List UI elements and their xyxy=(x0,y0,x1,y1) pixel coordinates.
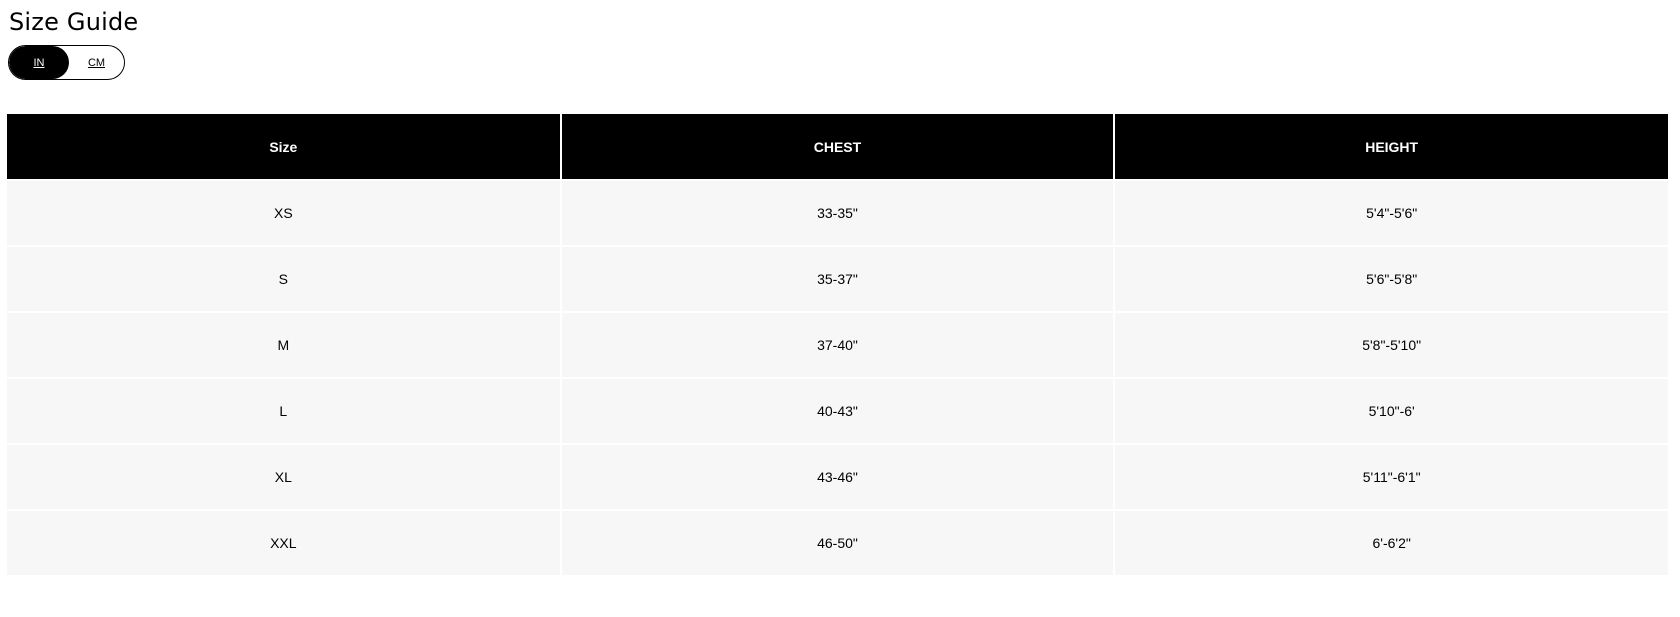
cell-size: XS xyxy=(7,179,561,246)
cell-height: 5'6"-5'8" xyxy=(1113,245,1668,312)
cell-chest: 35-37" xyxy=(559,245,1115,312)
cell-size: XXL xyxy=(7,509,561,575)
cell-height: 5'8"-5'10" xyxy=(1113,311,1668,378)
cell-chest: 40-43" xyxy=(559,377,1115,444)
table-row: S 35-37" 5'6"-5'8" xyxy=(7,245,1668,312)
cell-height: 5'11"-6'1" xyxy=(1113,443,1668,510)
cell-height: 5'4"-5'6" xyxy=(1113,179,1668,246)
cell-height: 6'-6'2" xyxy=(1113,509,1668,575)
cell-chest: 46-50" xyxy=(559,509,1115,575)
unit-option-cm[interactable]: CM xyxy=(87,56,106,69)
size-table: Size CHEST HEIGHT XS 33-35" 5'4"-5'6" S 35-3… xyxy=(7,114,1668,575)
column-header-height: HEIGHT xyxy=(1113,114,1668,180)
cell-chest: 43-46" xyxy=(559,443,1115,510)
table-header-row: Size CHEST HEIGHT xyxy=(7,114,1668,180)
cell-size: L xyxy=(7,377,561,444)
unit-toggle[interactable]: IN CM xyxy=(8,45,125,80)
unit-option-in[interactable]: IN xyxy=(9,46,69,79)
cell-chest: 37-40" xyxy=(559,311,1115,378)
table-row: XS 33-35" 5'4"-5'6" xyxy=(7,179,1668,246)
cell-size: XL xyxy=(7,443,561,510)
page-title: Size Guide xyxy=(9,8,139,36)
table-row: L 40-43" 5'10"-6' xyxy=(7,377,1668,444)
table-row: M 37-40" 5'8"-5'10" xyxy=(7,311,1668,378)
column-header-chest: CHEST xyxy=(559,114,1115,180)
column-header-size: Size xyxy=(7,114,561,180)
cell-chest: 33-35" xyxy=(559,179,1115,246)
cell-size: M xyxy=(7,311,561,378)
table-row: XXL 46-50" 6'-6'2" xyxy=(7,509,1668,575)
cell-height: 5'10"-6' xyxy=(1113,377,1668,444)
cell-size: S xyxy=(7,245,561,312)
table-row: XL 43-46" 5'11"-6'1" xyxy=(7,443,1668,510)
